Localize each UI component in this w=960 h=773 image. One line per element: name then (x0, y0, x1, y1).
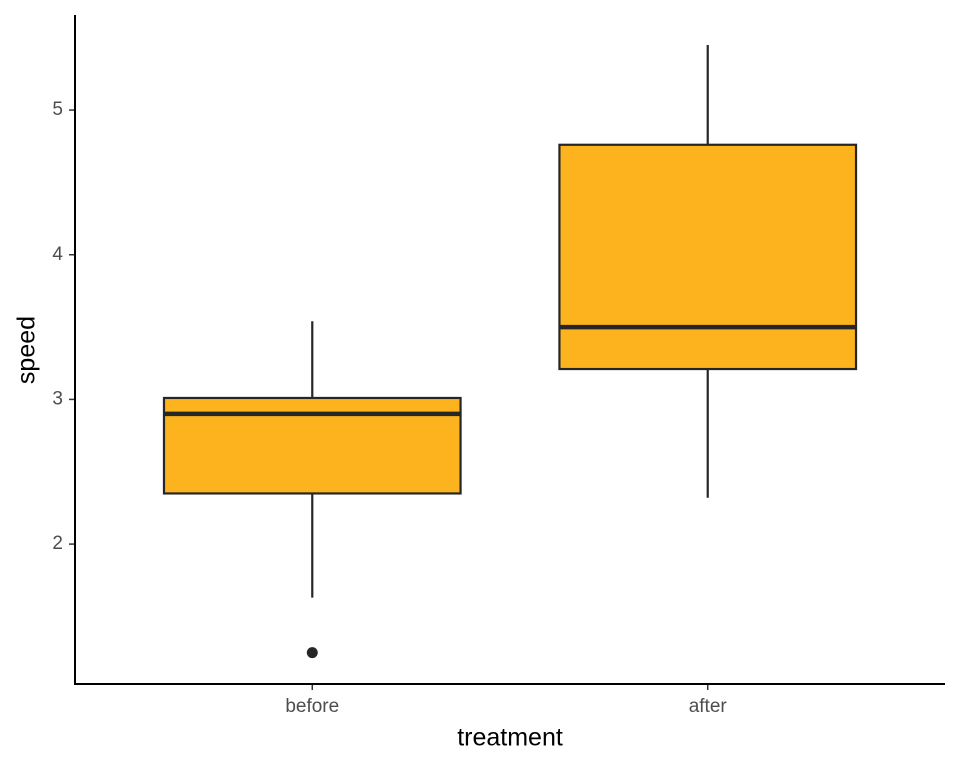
x-tick-label: after (689, 696, 728, 717)
y-axis-title: speed (13, 316, 41, 384)
y-tick-label: 4 (52, 244, 63, 265)
outlier (306, 647, 318, 659)
y-tick-label: 2 (52, 533, 63, 554)
x-tick-label: before (285, 696, 339, 717)
y-tick-label: 3 (52, 388, 63, 409)
y-tick-label: 5 (52, 99, 63, 120)
x-axis-title: treatment (457, 724, 563, 752)
box (558, 143, 858, 371)
